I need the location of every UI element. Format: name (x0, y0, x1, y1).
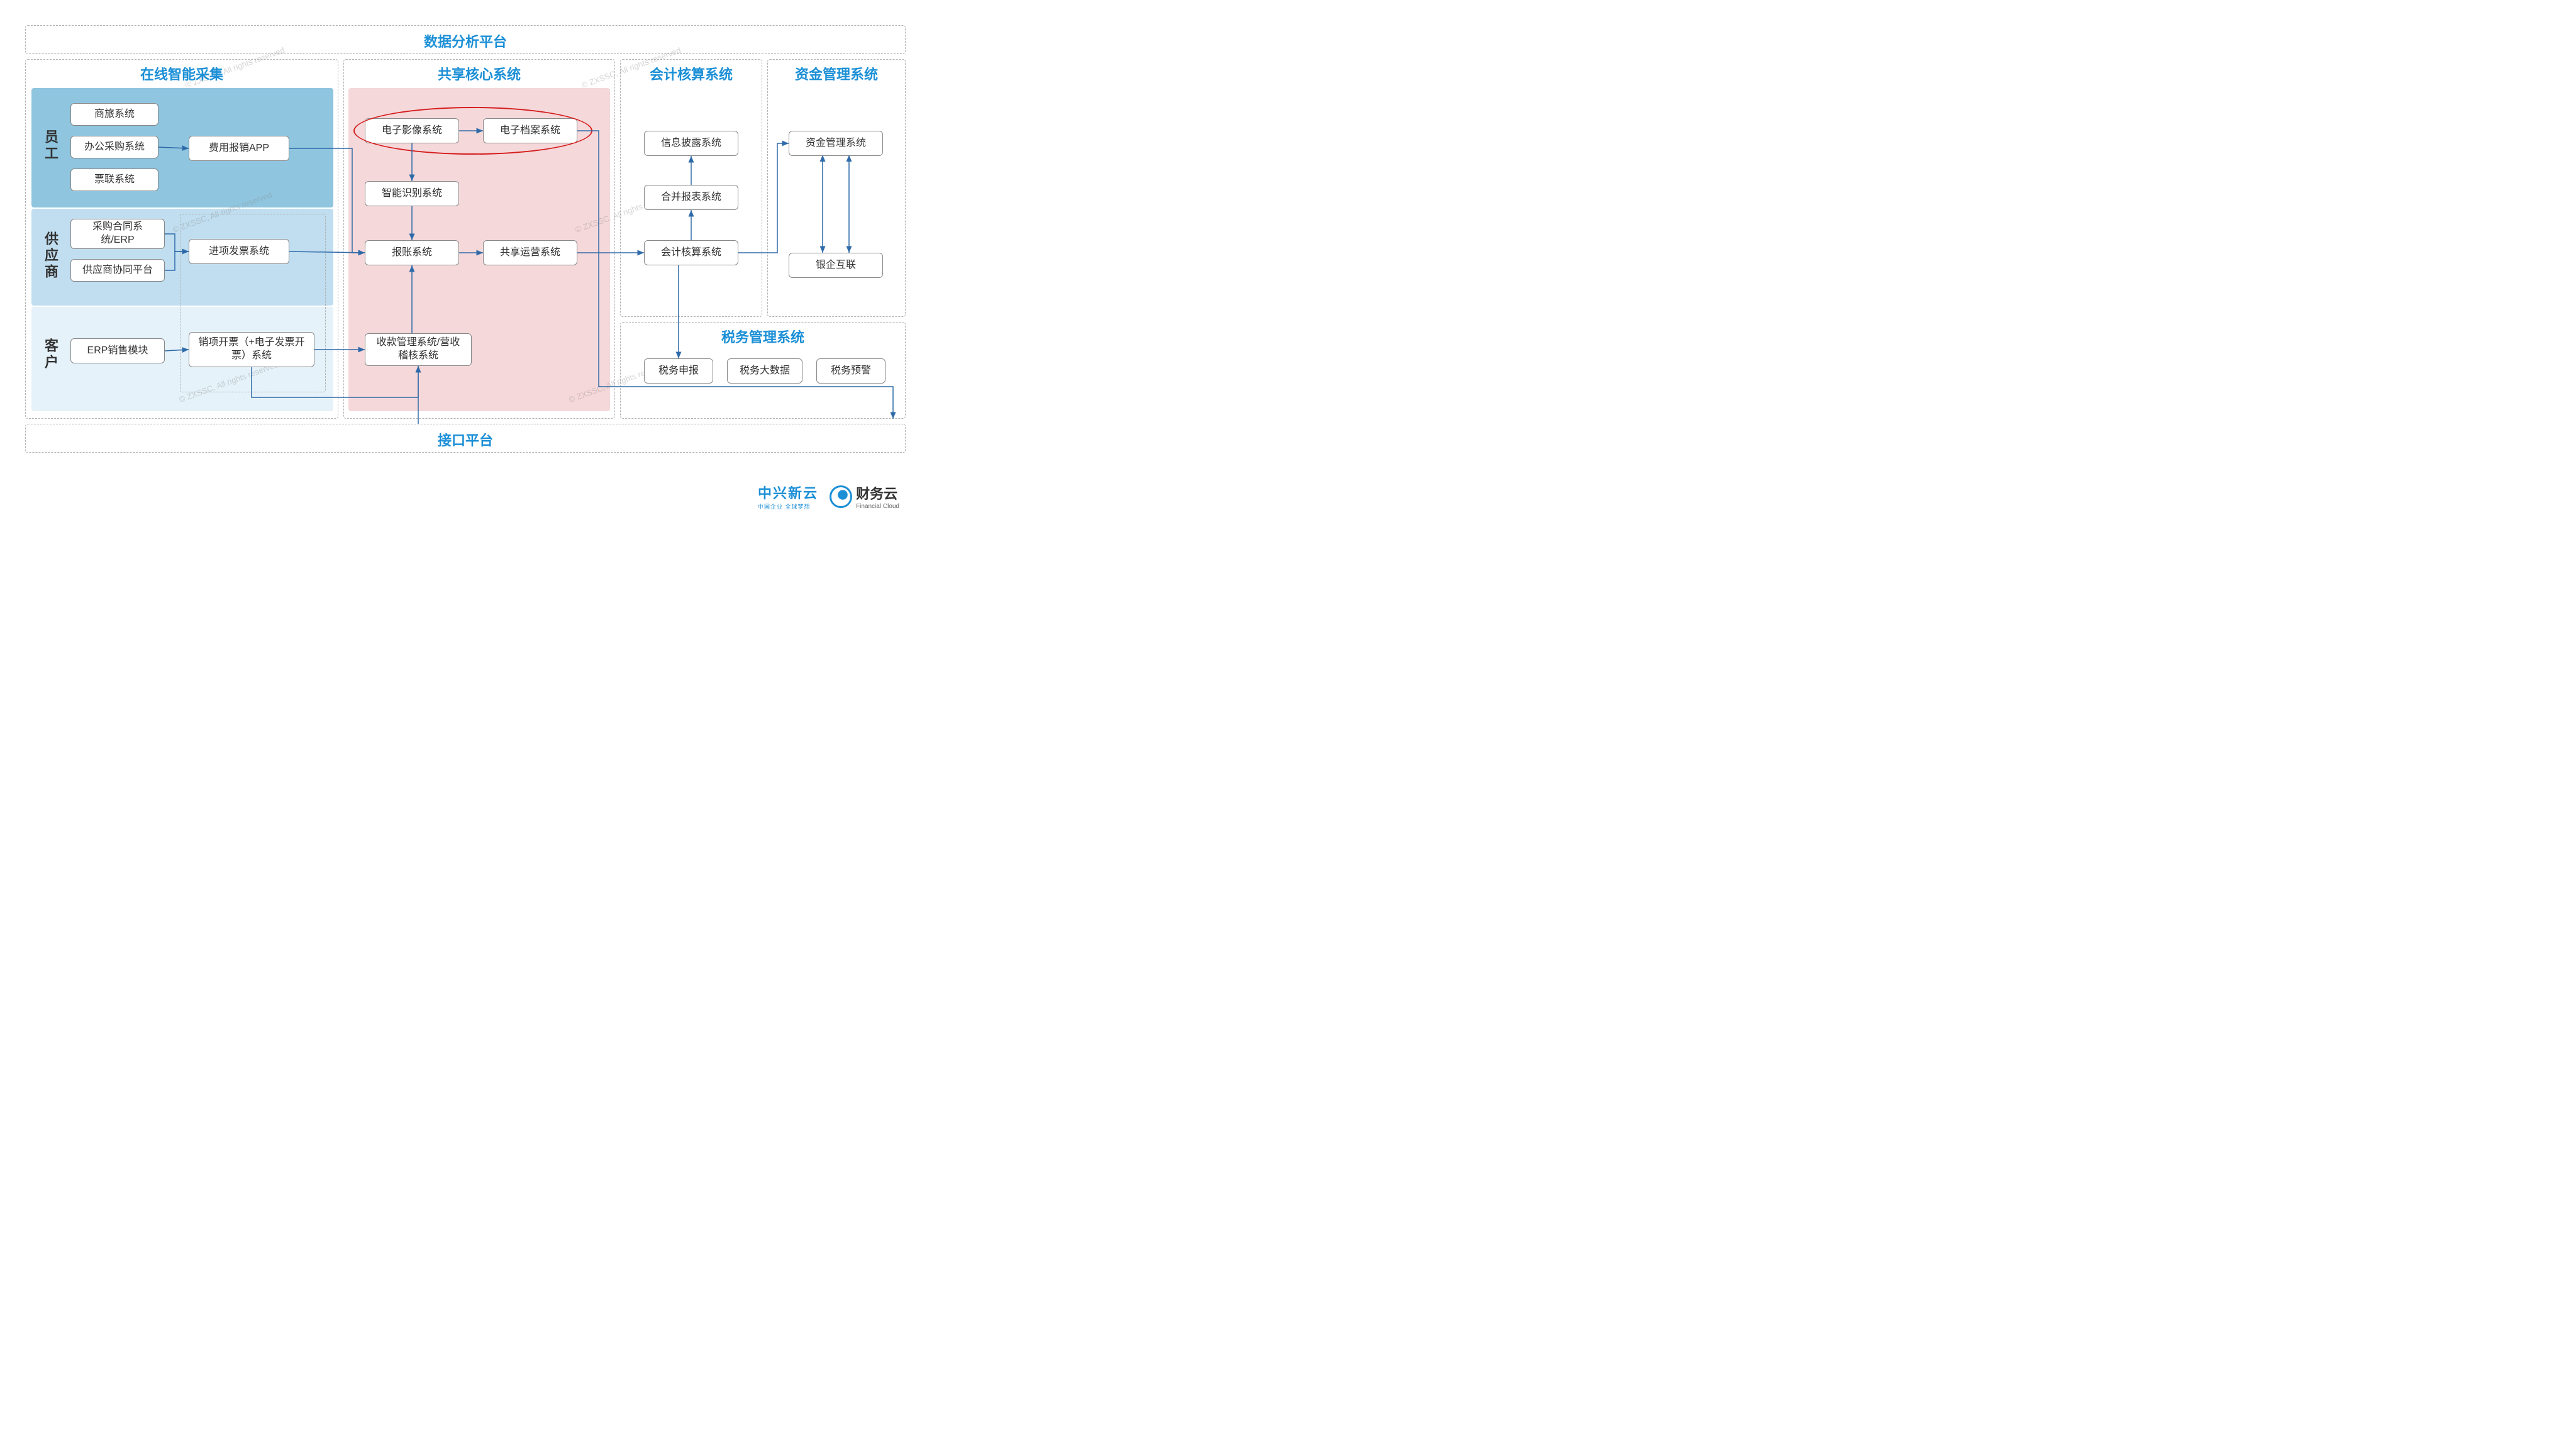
banner-bottom-label: 接口平台 (26, 424, 905, 450)
banner-top: 数据分析平台 (25, 25, 906, 54)
node-expense: 费用报销APP (189, 136, 289, 161)
col1-label: 在线智能采集 (26, 60, 338, 84)
node-glcore: 会计核算系统 (644, 240, 738, 265)
col2-label: 共享核心系统 (344, 60, 614, 84)
node-purchase: 采购合同系统/ERP (70, 219, 165, 249)
highlight-ellipse (353, 107, 592, 155)
node-acct: 报账系统 (365, 240, 459, 265)
vlabel-supplier: 供应商 (40, 231, 60, 280)
node-erpsale: ERP销售模块 (70, 338, 165, 363)
brand1-cn: 中兴新云 (758, 482, 818, 502)
node-ops: 共享运营系统 (483, 240, 577, 265)
banner-bottom: 接口平台 (25, 424, 906, 453)
col-funds: 资金管理系统 (767, 59, 906, 317)
node-outinv: 销项开票（+电子发票开票）系统 (189, 332, 314, 367)
vlabel-employee: 员工 (40, 130, 60, 162)
brand-financial-cloud: 财务云 Financial Cloud (830, 483, 899, 510)
node-ocr: 智能识别系统 (365, 181, 459, 206)
node-taxwarn: 税务预警 (816, 358, 886, 384)
node-cons: 合并报表系统 (644, 185, 738, 210)
node-disc: 信息披露系统 (644, 131, 738, 156)
node-office: 办公采购系统 (70, 136, 158, 158)
node-ticket: 票联系统 (70, 169, 158, 191)
node-taxdec: 税务申报 (644, 358, 713, 384)
node-bank: 银企互联 (789, 253, 883, 278)
swirl-icon (830, 485, 852, 508)
col3-label: 会计核算系统 (621, 60, 762, 84)
brand2-en: Financial Cloud (856, 503, 899, 510)
node-fund: 资金管理系统 (789, 131, 883, 156)
node-travel: 商旅系统 (70, 103, 158, 126)
col4-label: 资金管理系统 (768, 60, 905, 84)
node-taxbig: 税务大数据 (727, 358, 802, 384)
node-recv: 收款管理系统/营收稽核系统 (365, 333, 472, 366)
vlabel-customer: 客户 (40, 338, 60, 371)
banner-top-label: 数据分析平台 (26, 26, 905, 51)
brand1-sub: 中国企业 全球梦想 (758, 502, 818, 511)
node-ininv: 进项发票系统 (189, 239, 289, 264)
brand-zxssc: 中兴新云 中国企业 全球梦想 (758, 482, 818, 511)
architecture-diagram: © ZXSSC, All rights reserved© ZXSSC, All… (25, 25, 906, 453)
node-vendor: 供应商协同平台 (70, 259, 165, 282)
brand2-cn: 财务云 (856, 483, 899, 503)
footer-brands: 中兴新云 中国企业 全球梦想 财务云 Financial Cloud (758, 482, 899, 511)
col5-label: 税务管理系统 (621, 323, 905, 346)
